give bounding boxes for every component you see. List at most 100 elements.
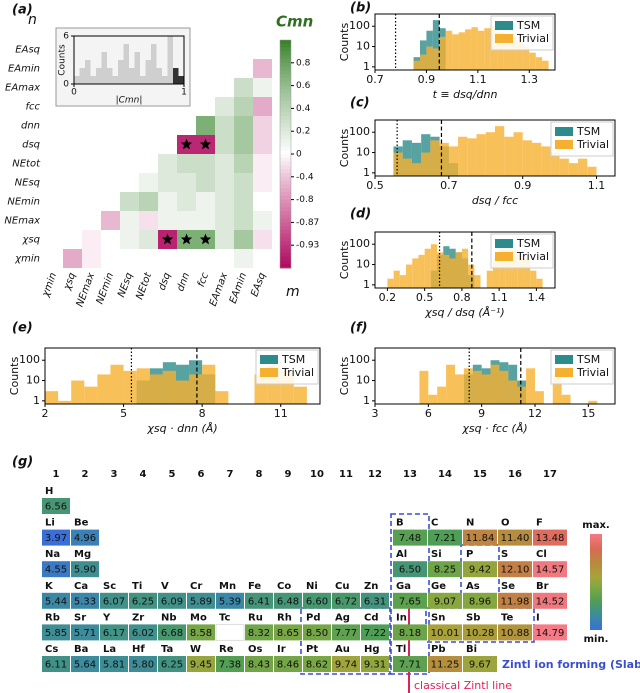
colorbar-strip <box>280 59 291 64</box>
element-value: 10.28 <box>466 628 495 639</box>
histogram-bar <box>424 248 431 288</box>
element-symbol: C <box>431 518 438 529</box>
heatmap-cell <box>101 211 120 230</box>
element-symbol: B <box>396 518 404 529</box>
colorbar-strip <box>280 150 291 155</box>
element-value: 6.25 <box>132 596 154 607</box>
legend-label: TSM <box>281 353 305 366</box>
histogram-bar <box>497 32 504 70</box>
axes-frame <box>374 13 556 71</box>
element-cell <box>274 592 302 609</box>
element-cell <box>332 592 360 609</box>
element-symbol: Cr <box>190 581 202 592</box>
legend-swatch <box>555 368 573 377</box>
histogram-bar <box>492 258 500 288</box>
colorbar-strip <box>280 100 291 106</box>
histogram-bar <box>428 394 438 404</box>
histogram-bar <box>477 30 485 70</box>
heatmap-cell <box>215 230 234 249</box>
y-axis-label: Counts <box>8 357 21 396</box>
histogram-bar <box>476 134 486 176</box>
histogram-bar <box>504 136 514 176</box>
colorbar-tick-label: -0.93 <box>296 241 319 251</box>
element-symbol: Li <box>45 518 55 529</box>
histogram-bar <box>430 140 440 176</box>
element-symbol: N <box>466 518 474 529</box>
x-tick-label: 0 <box>71 88 77 98</box>
x-axis-label: |Cmn| <box>116 96 143 106</box>
histogram-bar <box>443 254 450 288</box>
significance-star <box>180 138 193 150</box>
element-symbol: Ta <box>161 644 173 655</box>
element-cell <box>42 529 70 546</box>
colorbar-tick-label: 0.8 <box>296 58 311 68</box>
element-value: 5.33 <box>74 596 96 607</box>
element-cell <box>42 656 70 672</box>
element-cell <box>187 624 215 641</box>
histogram-bar <box>448 146 459 176</box>
element-cell <box>71 592 99 609</box>
significance-star <box>161 233 174 245</box>
element-value: 8.43 <box>248 660 270 671</box>
element-symbol: Ga <box>396 581 411 592</box>
histogram-bar <box>406 264 413 288</box>
heatmap-cell <box>101 249 120 268</box>
heatmap-cell <box>177 192 196 211</box>
element-value: 6.25 <box>161 660 183 671</box>
element-symbol: Cs <box>45 644 58 655</box>
element-cell <box>428 624 462 641</box>
element-symbol: Sr <box>74 612 86 623</box>
element-symbol: Na <box>45 549 60 560</box>
element-symbol: Ru <box>248 612 263 623</box>
element-symbol: P <box>466 549 473 560</box>
histogram-bar <box>413 60 420 70</box>
element-cell <box>533 561 567 578</box>
element-value: 8.50 <box>306 628 328 639</box>
element-symbol: Pt <box>306 644 318 655</box>
histogram-bar <box>535 391 544 404</box>
element-value: 6.31 <box>364 596 386 607</box>
y-axis-label: Counts <box>338 23 351 62</box>
colorbar-strip <box>280 233 291 239</box>
histogram-bar <box>439 36 446 70</box>
element-value: 6.56 <box>45 502 67 513</box>
element-value: 5.64 <box>74 660 96 671</box>
element-symbol: Bi <box>466 644 477 655</box>
element-value: 6.09 <box>161 596 183 607</box>
element-cell <box>42 498 70 514</box>
row-label: fcc <box>25 102 40 113</box>
histogram-bar <box>542 60 549 70</box>
histogram-bar <box>578 158 588 176</box>
histogram-bar <box>445 30 453 70</box>
element-value: 5.71 <box>74 628 96 639</box>
element-cell <box>533 624 567 641</box>
colorbar-strip <box>280 237 291 242</box>
y-tick-label: 10 <box>26 374 40 387</box>
legend-label: TSM <box>516 237 540 250</box>
y-tick-label: 1 <box>363 394 370 407</box>
group-number: 12 <box>368 469 382 480</box>
histogram-bar <box>156 68 162 84</box>
heatmap-cell <box>177 249 196 268</box>
legend-label: TSM <box>576 125 600 138</box>
histogram-bar <box>439 142 449 176</box>
element-cell <box>158 592 186 609</box>
element-cell <box>332 656 360 672</box>
element-symbol: Ni <box>306 581 318 592</box>
element-value: 10.88 <box>501 628 530 639</box>
histogram-bar <box>568 163 579 176</box>
y-tick-label: 10 <box>356 374 370 387</box>
histogram-bar <box>559 158 569 176</box>
colorbar-strip <box>280 43 291 49</box>
colorbar-strip <box>280 157 291 163</box>
colorbar-strip <box>280 214 291 220</box>
histogram-bar <box>588 400 598 404</box>
histogram-bar <box>419 370 429 404</box>
y-tick-label: 10 <box>356 258 370 271</box>
histogram-bar <box>79 68 85 84</box>
element-symbol: Sn <box>431 612 445 623</box>
histogram-bar <box>452 34 459 70</box>
histogram-bar <box>455 252 462 288</box>
heatmap-cell <box>215 249 234 268</box>
colorbar-strip <box>280 51 291 56</box>
